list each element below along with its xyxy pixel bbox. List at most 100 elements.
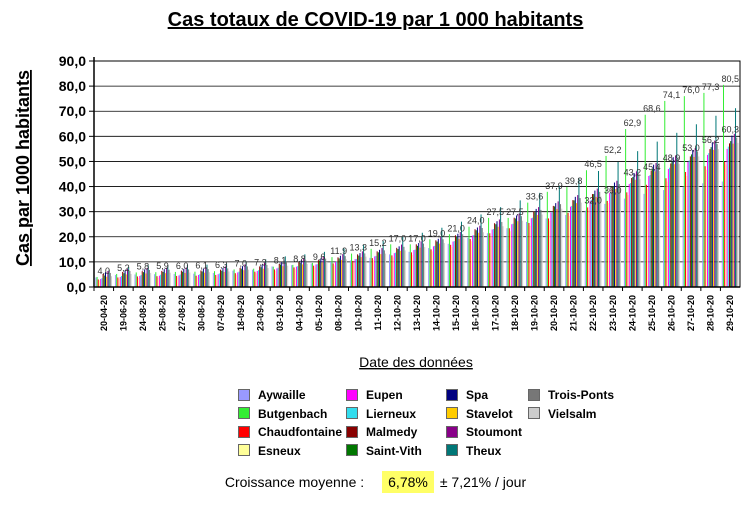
bar [452,241,454,287]
bar [226,263,228,287]
bar [650,170,652,287]
x-tick-label: 04-10-20 [295,295,305,331]
growth-error: ± 7,21% / jour [439,474,527,490]
bar [676,132,678,287]
bar [359,253,361,287]
bar [202,268,204,287]
bar [451,247,453,287]
bar [98,280,100,287]
bar [501,221,503,287]
bar [381,248,383,287]
bar [335,261,337,287]
bar [697,151,699,287]
bar [245,261,247,287]
bar [267,268,269,287]
bar [292,264,294,287]
bar [353,262,355,287]
bar [97,279,99,287]
bar [669,167,671,287]
bar [707,154,709,287]
bar [457,233,459,287]
bar [716,144,718,287]
legend-swatch [346,407,358,420]
growth-summary: Croissance moyenne : 6,78% ± 7,21% / jour [0,471,751,493]
bar [447,243,449,287]
x-tick-label: 13-10-20 [412,295,422,331]
bar [283,260,285,287]
data-label: 39,8 [565,176,583,186]
bar [342,254,344,287]
bar [418,243,420,287]
growth-value: 6,78% [382,471,434,493]
bar [551,211,553,287]
bar [530,218,532,287]
bar [724,161,726,287]
bar [315,264,317,287]
y-tick-label: 70,0 [59,103,86,119]
bar [410,252,412,287]
data-label: 6,3 [215,260,228,270]
bar [196,277,198,287]
bar [215,274,217,287]
bar [731,135,733,287]
bar [612,186,614,287]
bar [178,275,180,287]
bar [566,187,568,287]
bar [126,268,128,287]
bar [376,251,378,287]
bar [194,271,196,287]
bar [686,176,688,287]
bar [323,251,325,287]
bar [688,160,690,287]
bar [129,270,131,287]
bar [217,274,219,287]
bar [271,266,273,287]
bar [220,269,222,287]
bar [339,255,341,287]
legend-item: Chaudfontaine [238,424,342,440]
bar [198,274,200,287]
legend-label: Butgenbach [258,406,328,421]
bar [479,225,481,287]
bar [594,190,596,287]
legend-swatch [446,388,458,401]
bar [299,262,301,287]
bar [240,268,242,287]
data-label: 4,0 [98,266,111,276]
bar [424,247,426,287]
legend-label: Spa [466,387,489,402]
bar [590,199,592,287]
legend-item: Aywaille [238,387,306,403]
bar [349,260,351,287]
legend-swatch [346,444,358,457]
data-label: 37,9 [545,181,563,191]
x-tick-label: 11-10-20 [373,295,383,331]
bar [111,276,113,287]
bar [639,179,641,287]
bar [396,247,398,287]
bar [273,269,275,287]
bar [476,227,478,287]
bar [379,249,381,287]
x-tick-label: 12-10-20 [392,295,402,331]
bar [224,266,226,287]
bar [404,250,406,287]
bar [216,276,218,287]
bar [456,236,458,287]
bar [667,168,669,287]
data-label: 52,2 [604,145,622,155]
bar [557,201,559,287]
bar [277,267,279,287]
bar [555,203,557,287]
x-tick-label: 10-10-20 [353,295,363,331]
bar [199,274,201,287]
x-tick-label: 18-10-20 [510,295,520,331]
bar [317,260,319,287]
bar [228,271,230,287]
bar [337,257,339,287]
bar [95,277,97,287]
bar [619,188,621,287]
bar [313,265,315,287]
bar [508,228,510,287]
bar [623,198,625,287]
